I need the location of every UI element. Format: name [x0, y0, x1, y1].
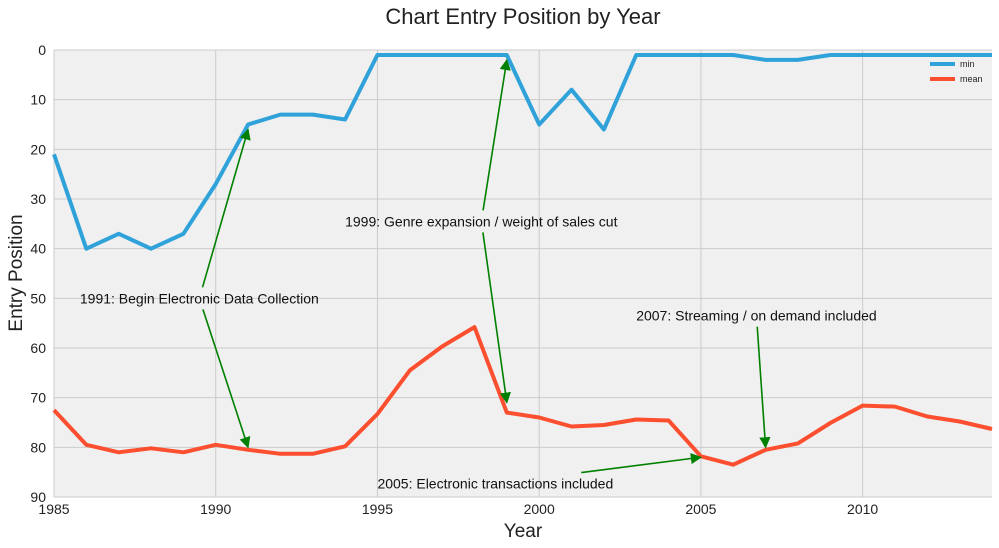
grid	[53, 49, 992, 498]
annotation-label: 2005: Electronic transactions included	[377, 476, 613, 492]
annotation-arrow	[482, 232, 511, 404]
x-tick-label: 2010	[847, 501, 878, 517]
y-tick-label: 30	[30, 191, 46, 207]
annotation-arrow	[201, 128, 251, 288]
legend: min mean	[930, 59, 983, 84]
y-tick-label: 50	[30, 290, 46, 306]
annotation-arrow	[756, 326, 771, 449]
chart-title: Chart Entry Position by Year	[385, 4, 660, 29]
x-tick-label: 1995	[362, 501, 393, 517]
annotation-arrow	[202, 309, 251, 449]
y-tick-label: 60	[30, 340, 46, 356]
x-tick-label: 1985	[38, 501, 69, 517]
legend-label-mean: mean	[960, 74, 983, 84]
x-axis-label: Year	[504, 521, 543, 542]
y-tick-label: 0	[38, 42, 46, 58]
y-tick-label: 90	[30, 489, 46, 505]
annotation-label: 2007: Streaming / on demand included	[636, 308, 877, 324]
annotation-label: 1999: Genre expansion / weight of sales …	[345, 213, 618, 229]
series-line-min	[52, 53, 992, 251]
series-lines	[52, 53, 993, 467]
y-axis-label: Entry Position	[6, 214, 27, 331]
legend-label-min: min	[960, 59, 975, 69]
y-tick-label: 70	[30, 390, 46, 406]
x-tick-label: 2005	[685, 501, 716, 517]
x-tick-label: 1990	[200, 501, 231, 517]
y-tick-label: 80	[30, 439, 46, 455]
x-ticks: 1985 1990 1995 2000 2005 2010	[38, 501, 878, 517]
y-ticks: 0 10 20 30 40 50 60 70 80 90	[30, 42, 46, 505]
annotation-arrow	[581, 452, 703, 474]
annotation-label: 1991: Begin Electronic Data Collection	[80, 290, 319, 306]
y-tick-label: 20	[30, 141, 46, 157]
annotations: 1991: Begin Electronic Data Collection 19…	[80, 58, 877, 492]
y-tick-label: 40	[30, 241, 46, 257]
y-tick-label: 10	[30, 92, 46, 108]
plot-background	[54, 50, 992, 497]
series-line-mean	[52, 325, 993, 467]
x-tick-label: 2000	[524, 501, 555, 517]
annotation-arrow	[482, 58, 511, 211]
